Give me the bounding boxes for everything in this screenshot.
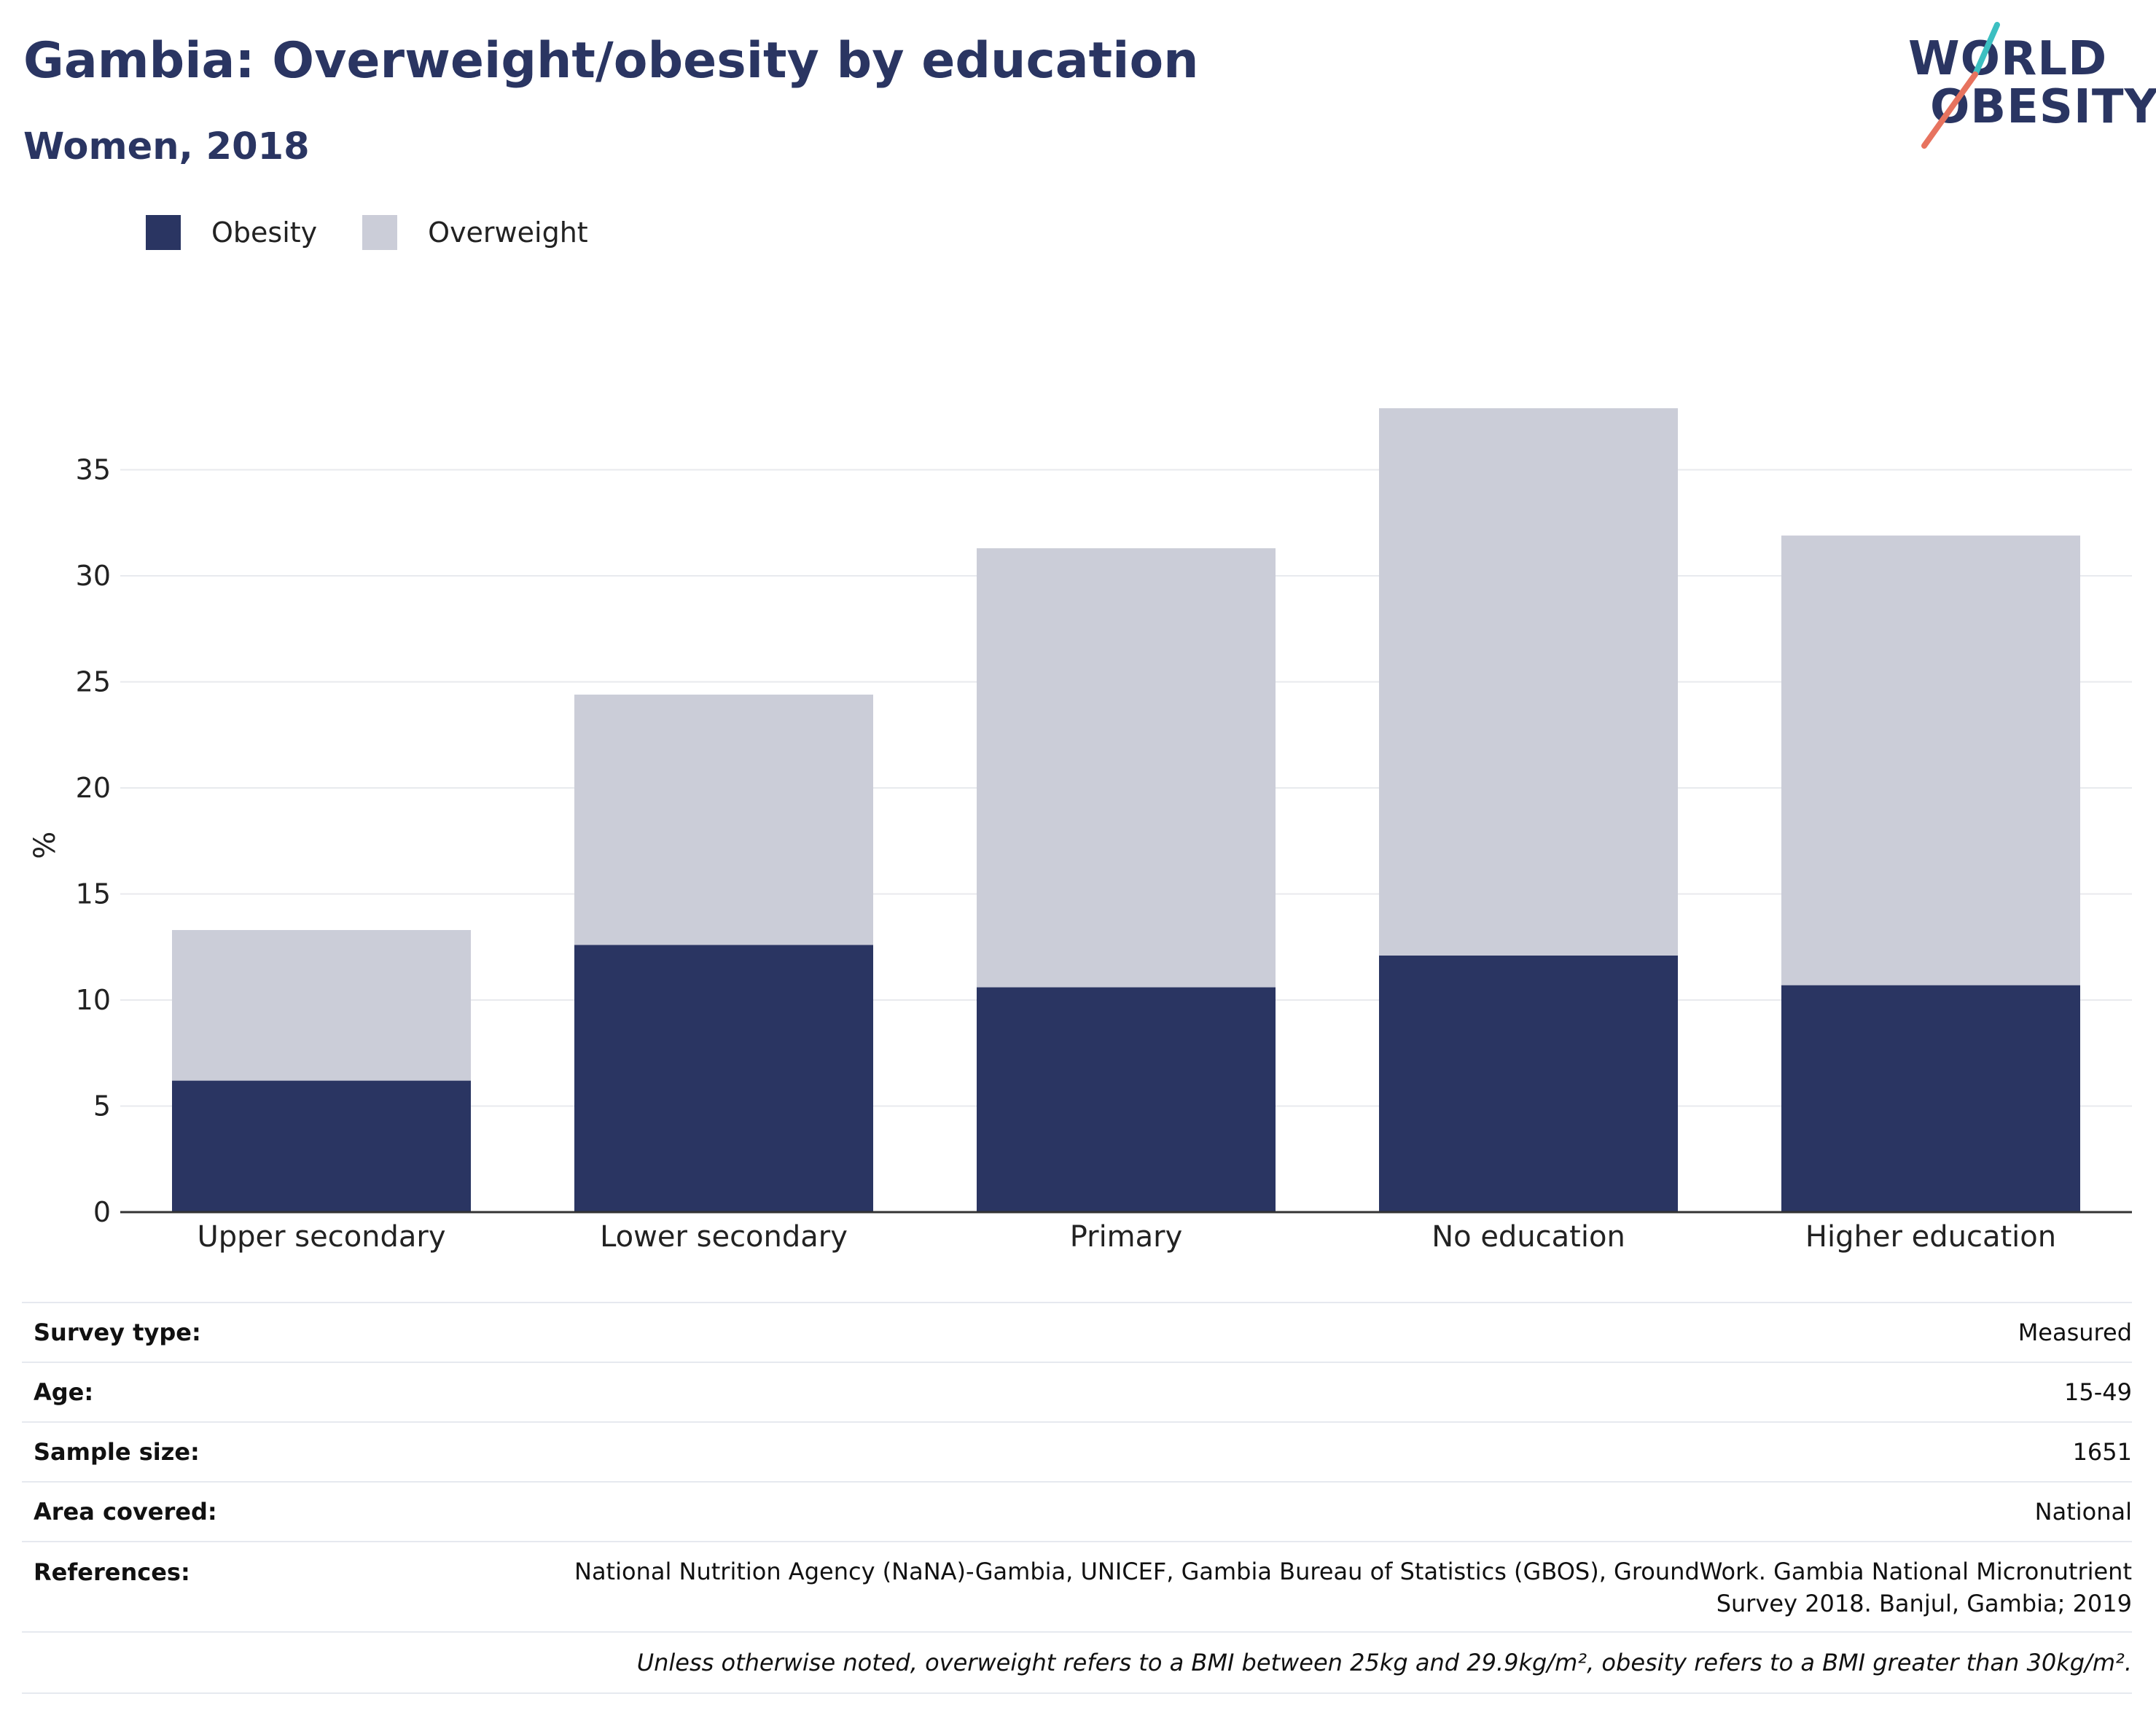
stacked-bar-chart: 0 5 10 15 20 25 30 35% Upper secondary Lower seco… bbox=[28, 408, 2132, 1254]
references-line-1: National Nutrition Agency (NaNA)-Gambia,… bbox=[574, 1558, 2132, 1585]
bar-overweight-primary bbox=[977, 548, 1276, 988]
bar-overweight-upper-secondary bbox=[172, 929, 471, 1081]
legend-swatch-obesity bbox=[146, 215, 181, 250]
x-tick-label: Upper secondary bbox=[197, 1220, 445, 1254]
info-key: Sample size: bbox=[22, 1421, 474, 1482]
info-key: Age: bbox=[22, 1362, 474, 1422]
y-tick-label: 10 bbox=[76, 984, 111, 1016]
info-row-note: Unless otherwise noted, overweight refer… bbox=[22, 1631, 2132, 1694]
logo-word-world: WORLD bbox=[1908, 32, 2108, 86]
info-value: Measured bbox=[474, 1302, 2132, 1362]
bar-overweight-higher-education bbox=[1781, 535, 2080, 985]
y-tick-label: 35 bbox=[76, 454, 111, 486]
bar-obesity-higher-education bbox=[1781, 985, 2080, 1212]
references-line-2: Survey 2018. Banjul, Gambia; 2019 bbox=[1716, 1590, 2132, 1617]
info-value: 1651 bbox=[474, 1421, 2132, 1482]
logo-slash-teal bbox=[1972, 22, 2000, 77]
legend-item-overweight[interactable]: Overweight bbox=[362, 215, 588, 250]
legend-item-obesity[interactable]: Obesity bbox=[146, 215, 317, 250]
bar-obesity-lower-secondary bbox=[574, 945, 873, 1212]
chart-subtitle: Women, 2018 bbox=[23, 125, 310, 168]
logo-slash-icon bbox=[1921, 22, 2000, 149]
y-tick-label: 25 bbox=[76, 666, 111, 698]
y-axis-label: % bbox=[28, 832, 62, 859]
info-row-survey-type: Survey type: Measured bbox=[22, 1302, 2132, 1362]
y-tick-label: 15 bbox=[76, 878, 111, 910]
legend-label-overweight: Overweight bbox=[428, 216, 588, 249]
bar-obesity-no-education bbox=[1379, 955, 1678, 1212]
survey-info-table: Survey type: Measured Age: 15-49 Sample … bbox=[22, 1302, 2132, 1694]
info-row-sample-size: Sample size: 1651 bbox=[22, 1421, 2132, 1482]
info-value-references: National Nutrition Agency (NaNA)-Gambia,… bbox=[474, 1541, 2132, 1632]
y-tick-label: 0 bbox=[93, 1196, 111, 1228]
legend-swatch-overweight bbox=[362, 215, 398, 250]
info-key: Survey type: bbox=[22, 1302, 474, 1362]
x-tick-label: No education bbox=[1432, 1220, 1625, 1254]
bar-overweight-lower-secondary bbox=[574, 694, 873, 945]
info-value: 15-49 bbox=[474, 1362, 2132, 1422]
logo-slash-coral bbox=[1921, 71, 1978, 149]
info-key: References: bbox=[22, 1541, 474, 1632]
world-obesity-logo: WORLD OBESITY bbox=[1895, 22, 2156, 153]
info-row-references: References: National Nutrition Agency (N… bbox=[22, 1541, 2132, 1632]
x-tick-label: Primary bbox=[1070, 1220, 1183, 1254]
legend-label-obesity: Obesity bbox=[211, 216, 318, 249]
y-tick-label: 5 bbox=[93, 1090, 111, 1122]
bar-obesity-primary bbox=[977, 987, 1276, 1212]
x-tick-label: Higher education bbox=[1805, 1220, 2056, 1254]
chart-title: Gambia: Overweight/obesity by education bbox=[23, 32, 1199, 90]
bar-obesity-upper-secondary bbox=[172, 1080, 471, 1212]
bmi-definition-note: Unless otherwise noted, overweight refer… bbox=[22, 1631, 2132, 1694]
info-row-age: Age: 15-49 bbox=[22, 1362, 2132, 1422]
y-tick-label: 30 bbox=[76, 560, 111, 592]
info-value: National bbox=[474, 1481, 2132, 1542]
bar-overweight-no-education bbox=[1379, 408, 1678, 956]
info-row-area-covered: Area covered: National bbox=[22, 1481, 2132, 1542]
y-tick-label: 20 bbox=[76, 772, 111, 804]
chart-legend: Obesity Overweight bbox=[146, 215, 633, 250]
x-tick-label: Lower secondary bbox=[600, 1220, 848, 1254]
info-key: Area covered: bbox=[22, 1481, 474, 1542]
